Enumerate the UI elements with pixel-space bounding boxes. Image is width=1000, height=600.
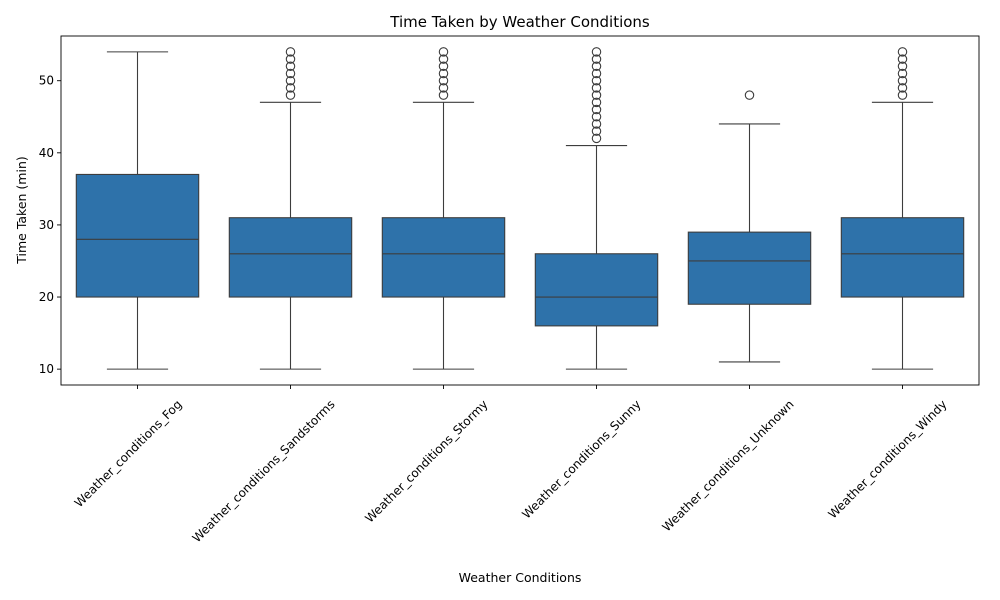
outlier-point [438, 75, 449, 86]
box-group [534, 47, 659, 370]
x-tick-label: Weather_conditions_Fog [72, 397, 185, 510]
outlier-point [285, 75, 296, 86]
iqr-box [840, 217, 965, 298]
outlier-point [897, 90, 908, 100]
box-group [75, 51, 200, 370]
plot-frame [60, 35, 980, 386]
outlier-point [897, 68, 908, 79]
box-group [840, 47, 965, 370]
outlier-point [591, 47, 602, 57]
outlier-point [897, 54, 908, 64]
iqr-box [687, 231, 812, 305]
outlier-point [591, 112, 602, 122]
x-axis-label: Weather Conditions [459, 570, 582, 585]
x-tick-label: Weather_conditions_Windy [826, 397, 950, 521]
outlier-point [285, 68, 296, 79]
box-group [228, 47, 353, 370]
y-tick-label: 10 [39, 362, 54, 376]
outlier-point [438, 54, 449, 64]
iqr-box [75, 173, 200, 298]
chart-title: Time Taken by Weather Conditions [389, 13, 650, 31]
outlier-point [285, 61, 296, 72]
y-tick-label: 40 [39, 146, 54, 160]
iqr-box [381, 217, 506, 298]
outlier-point [897, 75, 908, 86]
x-tick-label: Weather_conditions_Unknown [659, 397, 796, 534]
outlier-point [285, 90, 296, 100]
outlier-point [438, 47, 449, 57]
y-axis-label: Time Taken (min) [14, 156, 29, 265]
y-tick-label: 50 [39, 74, 54, 88]
outlier-point [591, 90, 602, 100]
outlier-point [438, 83, 449, 93]
outlier-point [591, 97, 602, 108]
y-tick-label: 30 [39, 218, 54, 232]
outlier-point [591, 61, 602, 72]
x-tick-label: Weather_conditions_Sandstorms [190, 397, 338, 545]
outlier-point [591, 119, 602, 129]
outlier-point [285, 47, 296, 57]
outlier-point [591, 83, 602, 93]
x-tick-label: Weather_conditions_Sunny [519, 397, 643, 521]
iqr-box [534, 253, 659, 327]
outlier-point [438, 61, 449, 72]
outlier-point [744, 90, 755, 100]
outlier-point [591, 68, 602, 79]
outlier-point [591, 133, 602, 144]
outlier-point [591, 75, 602, 86]
box-group [687, 90, 812, 363]
outlier-point [591, 104, 602, 115]
y-tick-label: 20 [39, 290, 54, 304]
outlier-point [285, 54, 296, 64]
outlier-point [897, 61, 908, 72]
box-group [381, 47, 506, 370]
outlier-point [591, 54, 602, 64]
x-tick-label: Weather_conditions_Stormy [362, 397, 490, 525]
outlier-point [591, 126, 602, 136]
outlier-point [897, 47, 908, 57]
outlier-point [438, 68, 449, 79]
iqr-box [228, 217, 353, 298]
outlier-point [285, 83, 296, 93]
outlier-point [438, 90, 449, 100]
outlier-point [897, 83, 908, 93]
